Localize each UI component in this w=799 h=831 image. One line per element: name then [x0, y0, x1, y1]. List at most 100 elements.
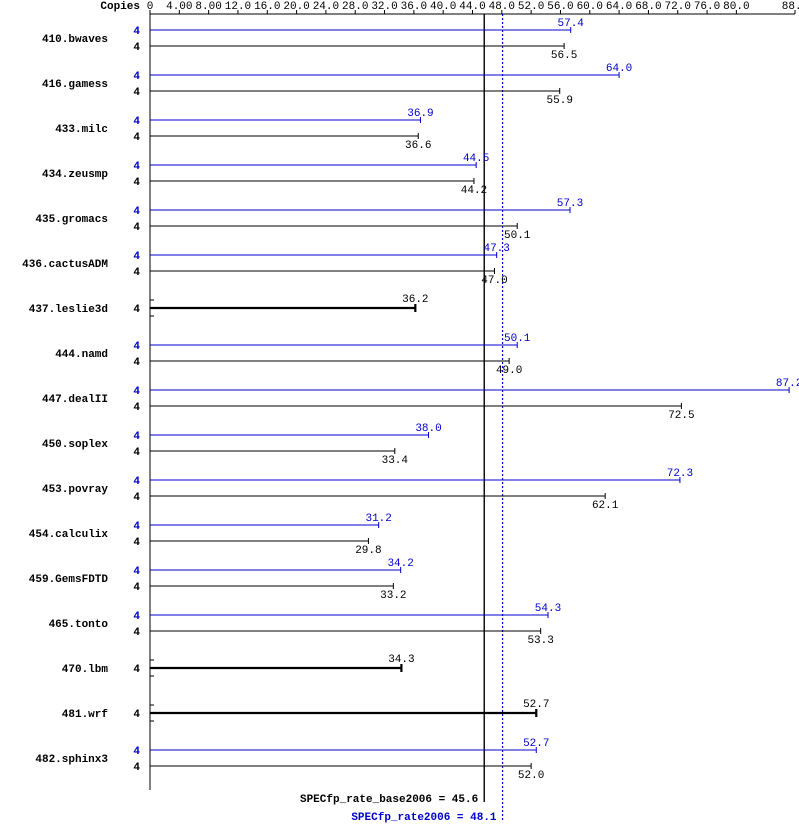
value-label-base: 50.1	[504, 230, 531, 242]
x-tick-label: 24.0	[313, 1, 339, 13]
copies-value-peak: 4	[133, 71, 140, 83]
value-label-base: 29.8	[355, 545, 381, 557]
copies-value-base: 4	[133, 582, 140, 594]
value-label-base: 36.2	[402, 294, 428, 306]
benchmark-label: 416.gamess	[42, 79, 108, 91]
value-label-base: 33.4	[382, 455, 409, 467]
x-tick-label: 0	[147, 1, 154, 13]
copies-value-peak: 4	[133, 476, 140, 488]
value-label-peak: 52.7	[523, 738, 549, 750]
benchmark-label: 459.GemsFDTD	[29, 574, 109, 586]
copies-value-base: 4	[133, 222, 140, 234]
value-label-base: 52.7	[523, 699, 549, 711]
value-label-peak: 36.9	[407, 108, 433, 120]
x-tick-label: 68.0	[635, 1, 661, 13]
value-label-peak: 54.3	[535, 603, 561, 615]
value-label-peak: 31.2	[365, 513, 391, 525]
spec-rate-chart: 04.008.0012.016.020.024.028.032.036.040.…	[0, 0, 799, 831]
copies-value-peak: 4	[133, 521, 140, 533]
x-tick-label: 44.0	[459, 1, 485, 13]
value-label-base: 49.0	[496, 365, 522, 377]
copies-value-base: 4	[133, 537, 140, 549]
copies-value-base: 4	[133, 492, 140, 504]
x-tick-label: 40.0	[430, 1, 456, 13]
value-label-base: 34.3	[388, 654, 414, 666]
benchmark-label: 437.leslie3d	[29, 304, 108, 316]
value-label-base: 52.0	[518, 770, 544, 782]
copies-value-base: 4	[133, 627, 140, 639]
value-label-base: 56.5	[551, 50, 577, 62]
benchmark-label: 450.soplex	[42, 439, 108, 451]
x-tick-label: 52.0	[518, 1, 544, 13]
benchmark-label: 433.milc	[55, 124, 108, 136]
copies-value-peak: 4	[133, 26, 140, 38]
x-tick-label: 80.0	[723, 1, 749, 13]
copies-value-peak: 4	[133, 206, 140, 218]
x-tick-label: 28.0	[342, 1, 368, 13]
benchmark-label: 436.cactusADM	[22, 259, 108, 271]
value-label-base: 72.5	[668, 410, 694, 422]
x-tick-label: 16.0	[254, 1, 280, 13]
copies-value-peak: 4	[133, 251, 140, 263]
x-tick-label: 8.00	[195, 1, 221, 13]
value-label-peak: 44.5	[463, 153, 489, 165]
benchmark-label: 435.gromacs	[35, 214, 108, 226]
value-label-base: 33.2	[380, 590, 406, 602]
summary-peak: SPECfp_rate2006 = 48.1	[351, 812, 497, 824]
value-label-base: 53.3	[527, 635, 553, 647]
value-label-peak: 72.3	[667, 468, 693, 480]
x-tick-label: 12.0	[225, 1, 251, 13]
copies-value-peak: 4	[133, 746, 140, 758]
value-label-peak: 34.2	[387, 558, 413, 570]
copies-value-base: 4	[133, 42, 140, 54]
value-label-base: 47.0	[481, 275, 507, 287]
value-label-peak: 57.3	[557, 198, 583, 210]
copies-value-peak: 4	[133, 566, 140, 578]
x-tick-label: 32.0	[371, 1, 397, 13]
copies-value-base: 4	[133, 267, 140, 279]
x-tick-label: 36.0	[401, 1, 427, 13]
copies-value-base: 4	[133, 762, 140, 774]
benchmark-label: 434.zeusmp	[42, 169, 108, 181]
copies-value-base: 4	[133, 87, 140, 99]
benchmark-label: 444.namd	[55, 349, 108, 361]
x-tick-label: 88.0	[782, 1, 799, 13]
benchmark-label: 454.calculix	[29, 529, 109, 541]
benchmark-label: 447.dealII	[42, 394, 108, 406]
copies-value-base: 4	[133, 357, 140, 369]
value-label-peak: 64.0	[606, 63, 632, 75]
copies-value-base: 4	[133, 132, 140, 144]
benchmark-label: 453.povray	[42, 484, 108, 496]
value-label-peak: 57.4	[558, 18, 585, 30]
value-label-peak: 87.2	[776, 378, 799, 390]
value-label-base: 44.2	[461, 185, 487, 197]
copies-value-peak: 4	[133, 161, 140, 173]
x-tick-label: 72.0	[665, 1, 691, 13]
copies-value-peak: 4	[133, 341, 140, 353]
benchmark-label: 482.sphinx3	[35, 754, 108, 766]
value-label-peak: 38.0	[415, 423, 441, 435]
benchmark-label: 410.bwaves	[42, 34, 108, 46]
x-tick-label: 60.0	[577, 1, 603, 13]
copies-header: Copies	[100, 1, 140, 13]
benchmark-label: 465.tonto	[49, 619, 109, 631]
x-tick-label: 48.0	[489, 1, 515, 13]
copies-value: 4	[133, 304, 140, 316]
copies-value-base: 4	[133, 402, 140, 414]
benchmark-label: 481.wrf	[62, 709, 109, 721]
value-label-peak: 50.1	[504, 333, 531, 345]
x-tick-label: 56.0	[547, 1, 573, 13]
benchmark-label: 470.lbm	[62, 664, 109, 676]
copies-value: 4	[133, 664, 140, 676]
value-label-peak: 47.3	[483, 243, 509, 255]
value-label-base: 62.1	[592, 500, 619, 512]
x-tick-label: 4.00	[166, 1, 192, 13]
copies-value: 4	[133, 709, 140, 721]
copies-value-base: 4	[133, 447, 140, 459]
copies-value-peak: 4	[133, 611, 140, 623]
copies-value-peak: 4	[133, 386, 140, 398]
x-tick-label: 76.0	[694, 1, 720, 13]
copies-value-peak: 4	[133, 116, 140, 128]
summary-base: SPECfp_rate_base2006 = 45.6	[300, 794, 478, 806]
copies-value-peak: 4	[133, 431, 140, 443]
